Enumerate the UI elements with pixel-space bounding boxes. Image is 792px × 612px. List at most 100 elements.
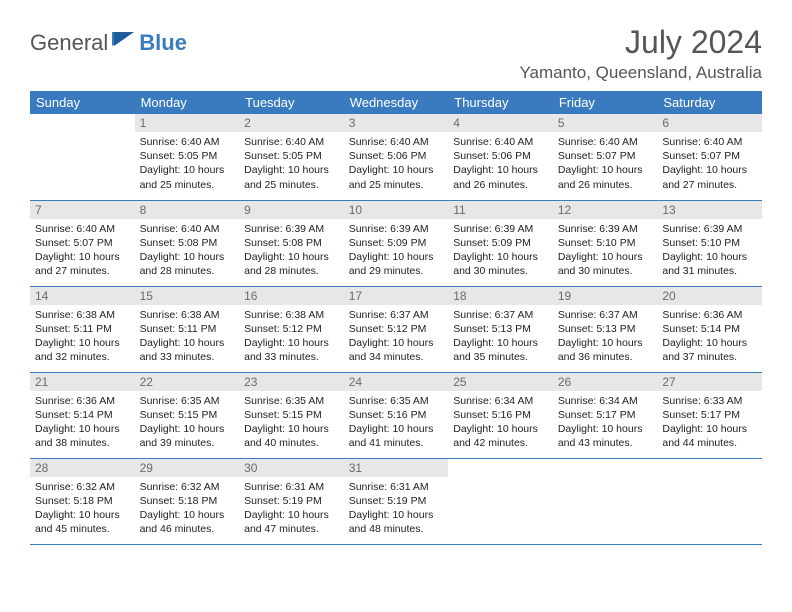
calendar-day-cell: 23Sunrise: 6:35 AMSunset: 5:15 PMDayligh…: [239, 372, 344, 458]
calendar-day-cell: 1Sunrise: 6:40 AMSunset: 5:05 PMDaylight…: [135, 114, 240, 200]
day-detail-line: Sunrise: 6:35 AM: [349, 394, 444, 408]
day-detail-line: Sunrise: 6:37 AM: [349, 308, 444, 322]
day-detail-line: Sunset: 5:17 PM: [558, 408, 653, 422]
calendar-day-cell: 14Sunrise: 6:38 AMSunset: 5:11 PMDayligh…: [30, 286, 135, 372]
calendar-day-cell: 8Sunrise: 6:40 AMSunset: 5:08 PMDaylight…: [135, 200, 240, 286]
day-number: 18: [448, 287, 553, 305]
weekday-header: Sunday: [30, 91, 135, 114]
calendar-day-cell: 2Sunrise: 6:40 AMSunset: 5:05 PMDaylight…: [239, 114, 344, 200]
day-detail-line: Sunset: 5:08 PM: [140, 236, 235, 250]
day-number: 22: [135, 373, 240, 391]
day-details: Sunrise: 6:32 AMSunset: 5:18 PMDaylight:…: [30, 477, 135, 541]
calendar-day-cell: 24Sunrise: 6:35 AMSunset: 5:16 PMDayligh…: [344, 372, 449, 458]
day-detail-line: Sunset: 5:05 PM: [140, 149, 235, 163]
day-detail-line: Daylight: 10 hours: [662, 422, 757, 436]
day-detail-line: Sunset: 5:19 PM: [244, 494, 339, 508]
day-details: Sunrise: 6:40 AMSunset: 5:05 PMDaylight:…: [135, 132, 240, 196]
day-details: Sunrise: 6:38 AMSunset: 5:11 PMDaylight:…: [135, 305, 240, 369]
day-number: 30: [239, 459, 344, 477]
day-detail-line: Daylight: 10 hours: [140, 508, 235, 522]
day-detail-line: Sunset: 5:07 PM: [558, 149, 653, 163]
day-detail-line: Sunset: 5:17 PM: [662, 408, 757, 422]
day-detail-line: Sunset: 5:05 PM: [244, 149, 339, 163]
calendar-day-cell: 3Sunrise: 6:40 AMSunset: 5:06 PMDaylight…: [344, 114, 449, 200]
day-detail-line: Daylight: 10 hours: [244, 508, 339, 522]
calendar-body: 1Sunrise: 6:40 AMSunset: 5:05 PMDaylight…: [30, 114, 762, 544]
day-detail-line: Daylight: 10 hours: [453, 163, 548, 177]
day-details: Sunrise: 6:31 AMSunset: 5:19 PMDaylight:…: [344, 477, 449, 541]
day-details: Sunrise: 6:40 AMSunset: 5:08 PMDaylight:…: [135, 219, 240, 283]
day-details: Sunrise: 6:34 AMSunset: 5:17 PMDaylight:…: [553, 391, 658, 455]
calendar-week-row: 1Sunrise: 6:40 AMSunset: 5:05 PMDaylight…: [30, 114, 762, 200]
day-details: Sunrise: 6:40 AMSunset: 5:05 PMDaylight:…: [239, 132, 344, 196]
day-detail-line: Daylight: 10 hours: [140, 422, 235, 436]
day-number: 25: [448, 373, 553, 391]
calendar-day-cell: 25Sunrise: 6:34 AMSunset: 5:16 PMDayligh…: [448, 372, 553, 458]
day-detail-line: and 27 minutes.: [35, 264, 130, 278]
calendar-day-cell: 19Sunrise: 6:37 AMSunset: 5:13 PMDayligh…: [553, 286, 658, 372]
day-detail-line: and 44 minutes.: [662, 436, 757, 450]
day-details: Sunrise: 6:40 AMSunset: 5:07 PMDaylight:…: [657, 132, 762, 196]
day-detail-line: Daylight: 10 hours: [244, 422, 339, 436]
day-detail-line: Sunrise: 6:39 AM: [662, 222, 757, 236]
day-number: 17: [344, 287, 449, 305]
day-detail-line: Sunset: 5:07 PM: [662, 149, 757, 163]
day-detail-line: Sunrise: 6:31 AM: [244, 480, 339, 494]
calendar-day-cell: 31Sunrise: 6:31 AMSunset: 5:19 PMDayligh…: [344, 458, 449, 544]
day-detail-line: Sunset: 5:14 PM: [662, 322, 757, 336]
day-number: 5: [553, 114, 658, 132]
weekday-header: Thursday: [448, 91, 553, 114]
day-number: 10: [344, 201, 449, 219]
day-detail-line: and 35 minutes.: [453, 350, 548, 364]
calendar-day-cell: 6Sunrise: 6:40 AMSunset: 5:07 PMDaylight…: [657, 114, 762, 200]
day-detail-line: and 48 minutes.: [349, 522, 444, 536]
day-detail-line: Sunrise: 6:40 AM: [140, 135, 235, 149]
day-detail-line: Sunset: 5:15 PM: [244, 408, 339, 422]
day-details: Sunrise: 6:36 AMSunset: 5:14 PMDaylight:…: [30, 391, 135, 455]
day-detail-line: Sunset: 5:10 PM: [558, 236, 653, 250]
day-detail-line: Sunrise: 6:35 AM: [140, 394, 235, 408]
weekday-header: Monday: [135, 91, 240, 114]
day-details: Sunrise: 6:38 AMSunset: 5:11 PMDaylight:…: [30, 305, 135, 369]
day-detail-line: Sunrise: 6:39 AM: [244, 222, 339, 236]
day-detail-line: Daylight: 10 hours: [453, 250, 548, 264]
day-detail-line: Sunset: 5:16 PM: [453, 408, 548, 422]
day-detail-line: and 47 minutes.: [244, 522, 339, 536]
day-detail-line: Sunrise: 6:34 AM: [558, 394, 653, 408]
day-detail-line: Sunrise: 6:40 AM: [244, 135, 339, 149]
calendar-day-cell: 20Sunrise: 6:36 AMSunset: 5:14 PMDayligh…: [657, 286, 762, 372]
day-detail-line: Sunrise: 6:40 AM: [35, 222, 130, 236]
weekday-header: Friday: [553, 91, 658, 114]
day-detail-line: Daylight: 10 hours: [35, 422, 130, 436]
day-number: 9: [239, 201, 344, 219]
day-detail-line: Daylight: 10 hours: [349, 508, 444, 522]
day-number: 15: [135, 287, 240, 305]
calendar-day-cell: 22Sunrise: 6:35 AMSunset: 5:15 PMDayligh…: [135, 372, 240, 458]
day-detail-line: and 46 minutes.: [140, 522, 235, 536]
day-detail-line: Sunrise: 6:38 AM: [140, 308, 235, 322]
day-detail-line: and 36 minutes.: [558, 350, 653, 364]
day-detail-line: Sunrise: 6:39 AM: [349, 222, 444, 236]
calendar-week-row: 28Sunrise: 6:32 AMSunset: 5:18 PMDayligh…: [30, 458, 762, 544]
weekday-header: Saturday: [657, 91, 762, 114]
day-detail-line: and 42 minutes.: [453, 436, 548, 450]
calendar-week-row: 7Sunrise: 6:40 AMSunset: 5:07 PMDaylight…: [30, 200, 762, 286]
day-number: 12: [553, 201, 658, 219]
day-details: Sunrise: 6:37 AMSunset: 5:13 PMDaylight:…: [448, 305, 553, 369]
day-detail-line: Sunset: 5:07 PM: [35, 236, 130, 250]
day-detail-line: and 28 minutes.: [140, 264, 235, 278]
day-detail-line: and 25 minutes.: [140, 178, 235, 192]
flag-icon: [112, 28, 136, 53]
day-detail-line: Sunrise: 6:32 AM: [35, 480, 130, 494]
day-detail-line: Sunrise: 6:40 AM: [558, 135, 653, 149]
day-detail-line: Sunset: 5:12 PM: [349, 322, 444, 336]
day-detail-line: Sunset: 5:06 PM: [349, 149, 444, 163]
day-detail-line: Daylight: 10 hours: [140, 336, 235, 350]
calendar-day-cell: 7Sunrise: 6:40 AMSunset: 5:07 PMDaylight…: [30, 200, 135, 286]
day-detail-line: Sunset: 5:09 PM: [349, 236, 444, 250]
day-number: 21: [30, 373, 135, 391]
day-detail-line: Sunset: 5:13 PM: [558, 322, 653, 336]
day-detail-line: Sunrise: 6:36 AM: [35, 394, 130, 408]
day-detail-line: and 30 minutes.: [558, 264, 653, 278]
day-detail-line: Sunrise: 6:38 AM: [35, 308, 130, 322]
